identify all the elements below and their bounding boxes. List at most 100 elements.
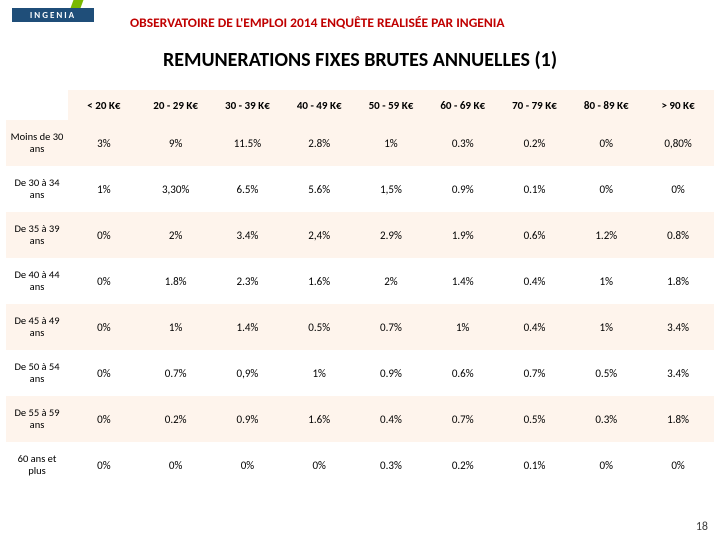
header-blank	[6, 90, 68, 120]
cell: 0.5%	[283, 304, 355, 350]
cell: 11.5%	[212, 120, 284, 166]
cell: 3%	[68, 120, 140, 166]
remuneration-table-wrap: < 20 K€ 20 - 29 K€ 30 - 39 K€ 40 - 49 K€…	[6, 90, 714, 488]
cell: 0%	[570, 442, 642, 488]
cell: 9%	[140, 120, 212, 166]
page-header: OBSERVATOIRE DE L'EMPLOI 2014 ENQUÊTE RE…	[130, 14, 505, 31]
cell: 0.2%	[427, 442, 499, 488]
table-header-row: < 20 K€ 20 - 29 K€ 30 - 39 K€ 40 - 49 K€…	[6, 90, 714, 120]
cell: 0.5%	[570, 350, 642, 396]
cell: 1.8%	[140, 258, 212, 304]
row-label: De 30 à 34 ans	[6, 166, 68, 212]
cell: 1.6%	[283, 396, 355, 442]
cell: 0.3%	[427, 120, 499, 166]
cell: 0.3%	[570, 396, 642, 442]
cell: 1%	[355, 120, 427, 166]
col-header: 40 - 49 K€	[283, 90, 355, 120]
cell: 0.6%	[427, 350, 499, 396]
row-label: De 35 à 39 ans	[6, 212, 68, 258]
cell: 2.9%	[355, 212, 427, 258]
table-row: De 55 à 59 ans 0% 0.2% 0.9% 1.6% 0.4% 0.…	[6, 396, 714, 442]
col-header: 70 - 79 K€	[499, 90, 571, 120]
row-label: 60 ans et plus	[6, 442, 68, 488]
cell: 2%	[140, 212, 212, 258]
row-label: Moins de 30 ans	[6, 120, 68, 166]
cell: 0%	[570, 120, 642, 166]
cell: 1%	[68, 166, 140, 212]
cell: 0.4%	[499, 304, 571, 350]
col-header: 60 - 69 K€	[427, 90, 499, 120]
cell: 0.6%	[499, 212, 571, 258]
table-row: De 40 à 44 ans 0% 1.8% 2.3% 1.6% 2% 1.4%…	[6, 258, 714, 304]
col-header: 50 - 59 K€	[355, 90, 427, 120]
cell: 3.4%	[212, 212, 284, 258]
cell: 1.6%	[283, 258, 355, 304]
logo-text: INGENIA	[30, 10, 76, 21]
cell: 0.7%	[427, 396, 499, 442]
cell: 0%	[68, 396, 140, 442]
cell: 0.4%	[355, 396, 427, 442]
cell: 6.5%	[212, 166, 284, 212]
table-row: De 30 à 34 ans 1% 3,30% 6.5% 5.6% 1,5% 0…	[6, 166, 714, 212]
row-label: De 45 à 49 ans	[6, 304, 68, 350]
cell: 0.2%	[140, 396, 212, 442]
cell: 1.4%	[212, 304, 284, 350]
cell: 2%	[355, 258, 427, 304]
cell: 0%	[570, 166, 642, 212]
col-header: 20 - 29 K€	[140, 90, 212, 120]
logo-accent	[71, 0, 84, 8]
table-row: De 35 à 39 ans 0% 2% 3.4% 2,4% 2.9% 1.9%…	[6, 212, 714, 258]
cell: 0.7%	[355, 304, 427, 350]
cell: 1.9%	[427, 212, 499, 258]
col-header: 30 - 39 K€	[212, 90, 284, 120]
cell: 1.2%	[570, 212, 642, 258]
cell: 1.4%	[427, 258, 499, 304]
cell: 0,9%	[212, 350, 284, 396]
cell: 1,5%	[355, 166, 427, 212]
cell: 2,4%	[283, 212, 355, 258]
cell: 0.3%	[355, 442, 427, 488]
table-row: 60 ans et plus 0% 0% 0% 0% 0.3% 0.2% 0.1…	[6, 442, 714, 488]
cell: 0.9%	[355, 350, 427, 396]
cell: 0.9%	[212, 396, 284, 442]
cell: 0%	[283, 442, 355, 488]
cell: 2.3%	[212, 258, 284, 304]
row-label: De 50 à 54 ans	[6, 350, 68, 396]
cell: 0.1%	[499, 442, 571, 488]
col-header: < 20 K€	[68, 90, 140, 120]
cell: 0.5%	[499, 396, 571, 442]
cell: 0%	[68, 212, 140, 258]
cell: 1%	[283, 350, 355, 396]
row-label: De 40 à 44 ans	[6, 258, 68, 304]
table-row: De 50 à 54 ans 0% 0.7% 0,9% 1% 0.9% 0.6%…	[6, 350, 714, 396]
cell: 0%	[68, 258, 140, 304]
cell: 1%	[140, 304, 212, 350]
cell: 1%	[427, 304, 499, 350]
cell: 0.7%	[140, 350, 212, 396]
cell: 0.8%	[642, 212, 714, 258]
page-title: REMUNERATIONS FIXES BRUTES ANNUELLES (1)	[0, 48, 720, 72]
cell: 0.1%	[499, 166, 571, 212]
cell: 0%	[642, 442, 714, 488]
cell: 0%	[68, 304, 140, 350]
cell: 3.4%	[642, 350, 714, 396]
cell: 2.8%	[283, 120, 355, 166]
cell: 0%	[68, 442, 140, 488]
cell: 0%	[212, 442, 284, 488]
col-header: 80 - 89 K€	[570, 90, 642, 120]
remuneration-table: < 20 K€ 20 - 29 K€ 30 - 39 K€ 40 - 49 K€…	[6, 90, 714, 488]
cell: 1%	[570, 304, 642, 350]
cell: 0.2%	[499, 120, 571, 166]
cell: 1%	[570, 258, 642, 304]
cell: 1.8%	[642, 258, 714, 304]
col-header: > 90 K€	[642, 90, 714, 120]
cell: 0%	[68, 350, 140, 396]
cell: 0.7%	[499, 350, 571, 396]
table-row: De 45 à 49 ans 0% 1% 1.4% 0.5% 0.7% 1% 0…	[6, 304, 714, 350]
page-number: 18	[696, 520, 708, 534]
row-label: De 55 à 59 ans	[6, 396, 68, 442]
cell: 0,80%	[642, 120, 714, 166]
cell: 5.6%	[283, 166, 355, 212]
cell: 0%	[140, 442, 212, 488]
cell: 1.8%	[642, 396, 714, 442]
